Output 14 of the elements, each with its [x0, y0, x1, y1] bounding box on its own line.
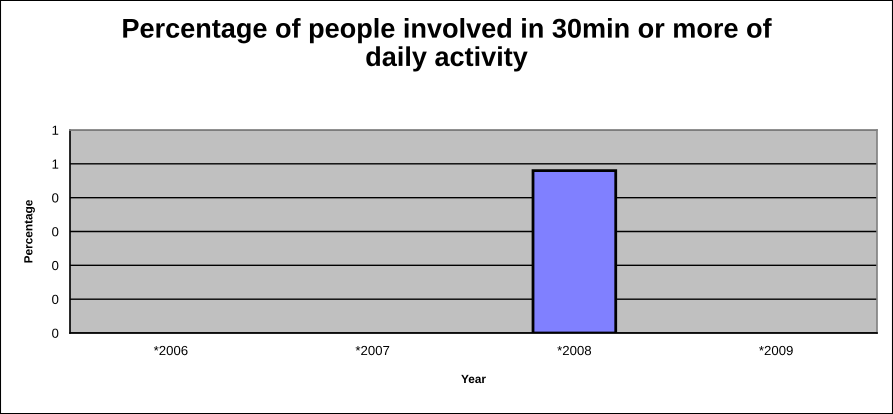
x-tick-label: *2008 — [557, 346, 592, 356]
x-tick-label: *2007 — [356, 346, 390, 356]
y-tick-label: 0 — [52, 227, 58, 236]
y-axis-title: Percentage — [24, 200, 35, 263]
y-tick-label: 0 — [52, 294, 58, 304]
y-tick-label: 0 — [52, 328, 58, 338]
y-tick-label: 1 — [52, 126, 58, 135]
y-tick-label: 1 — [52, 160, 58, 169]
x-tick-label: *2009 — [759, 346, 793, 356]
y-tick-label: 0 — [52, 260, 58, 270]
x-tick-label: *2006 — [154, 346, 188, 356]
chart-title: Percentage of people involved in 30min or more of daily activity — [123, 18, 772, 72]
y-tick-label: 0 — [52, 193, 58, 203]
x-axis-title: Year — [461, 374, 486, 384]
